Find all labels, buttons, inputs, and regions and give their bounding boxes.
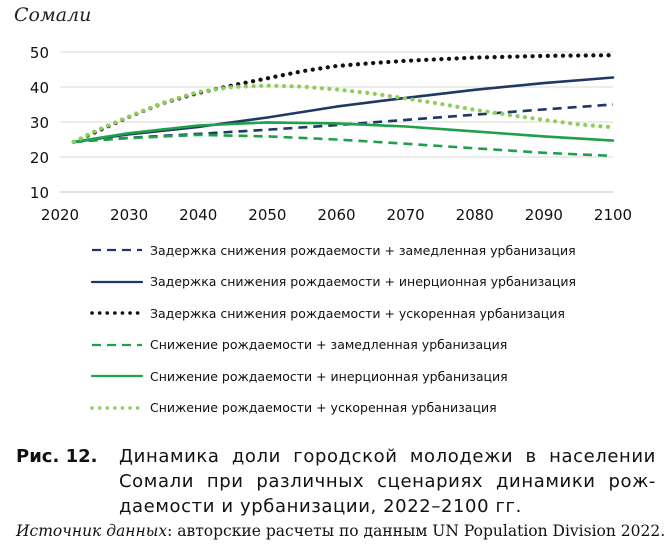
caption-text: Динамика доли городской молодежи в насел… — [119, 446, 656, 517]
source-label: Источник данных — [16, 522, 168, 540]
x-tick-label: 2070 — [387, 206, 425, 224]
legend-item: Снижение рождаемости + ускоренная урбани… — [88, 398, 497, 418]
legend-swatch — [90, 311, 144, 315]
source-note: Источник данных: авторские расчеты по да… — [16, 522, 665, 540]
x-tick-label: 2030 — [110, 206, 148, 224]
x-tick-label: 2040 — [179, 206, 217, 224]
y-tick-label: 10 — [30, 184, 49, 202]
x-tick-label: 2080 — [456, 206, 494, 224]
legend-label: Снижение рождаемости + инерционная урбан… — [150, 368, 508, 384]
x-tick-label: 2100 — [594, 206, 632, 224]
legend-swatch — [92, 248, 142, 252]
legend-label: Задержка снижения рождаемости + инерцион… — [150, 274, 577, 289]
x-tick-label: 2050 — [248, 206, 286, 224]
legend-label: Снижение рождаемости + ускоренная урбани… — [150, 400, 497, 415]
x-tick-label: 2060 — [317, 206, 355, 224]
legend-label: Снижение рождаемости + замедленная урбан… — [150, 337, 508, 352]
gridlines — [60, 51, 613, 158]
legend-swatch — [90, 280, 144, 283]
figure-caption: Рис. 12. Динамика доли городской молодеж… — [16, 444, 656, 519]
y-tick-label: 50 — [30, 44, 49, 62]
legend-swatch — [90, 374, 144, 378]
y-tick-label: 30 — [30, 114, 49, 132]
legend-label: Задержка снижения рождаемости + замедлен… — [150, 242, 576, 258]
y-tick-label: 40 — [30, 79, 49, 97]
legend-item: Задержка снижения рождаемости + ускоренн… — [88, 303, 565, 323]
series-line-4 — [73, 133, 614, 158]
legend-item: Задержка снижения рождаемости + замедлен… — [88, 240, 576, 260]
y-tick-label: 20 — [30, 149, 49, 167]
legend-item: Задержка снижения рождаемости + инерцион… — [88, 272, 576, 292]
series-line-3 — [71, 53, 616, 144]
caption-number: Рис. 12. — [16, 446, 98, 467]
legend-item: Снижение рождаемости + инерционная урбан… — [88, 366, 508, 386]
chart-title: Сомали — [14, 4, 92, 26]
legend-label: Задержка снижения рождаемости + ускоренн… — [150, 305, 565, 321]
legend-item: Снижение рождаемости + замедленная урбан… — [88, 335, 507, 355]
x-tick-label: 2090 — [525, 206, 563, 224]
source-text: : авторские расчеты по данным UN Populat… — [167, 522, 666, 540]
series-lines — [71, 53, 616, 158]
legend-swatch — [92, 343, 142, 346]
x-tick-label: 2020 — [41, 206, 79, 224]
legend-swatch — [90, 405, 144, 410]
series-line-5 — [72, 121, 615, 144]
series-line-6 — [71, 83, 616, 144]
